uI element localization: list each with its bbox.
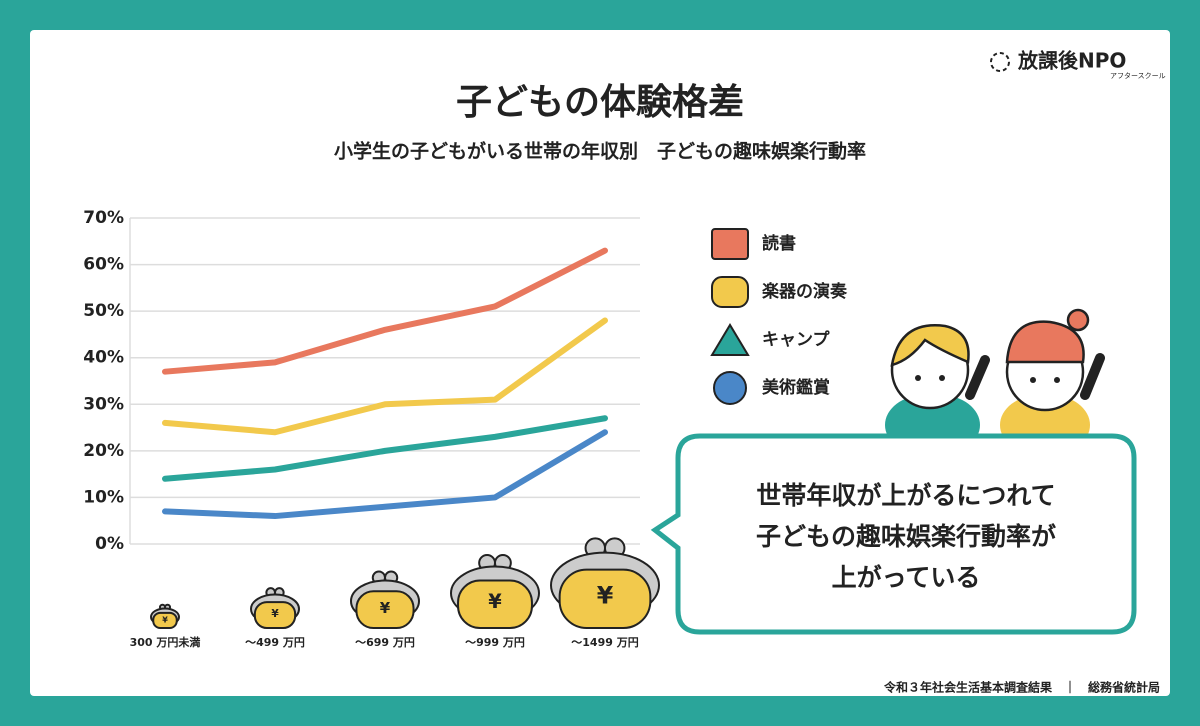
purse-symbol: ¥ (597, 581, 614, 609)
annotation: 子どもの趣味娯楽行動率が (756, 522, 1056, 551)
legend-swatch (710, 323, 750, 356)
y-tick-label: 40% (83, 348, 124, 368)
legend-swatch (711, 276, 749, 308)
purse-symbol: ¥ (380, 599, 391, 617)
line (162, 317, 608, 436)
y-tick-label: 20% (83, 441, 124, 461)
purse-body (558, 568, 652, 629)
legend-label: 読書 (762, 233, 796, 254)
y-tick-label: 50% (83, 301, 124, 321)
y-tick-label: 30% (83, 394, 124, 414)
y-tick-label: 10% (83, 487, 124, 507)
x-tick-label: 〜499 万円 (245, 636, 305, 649)
speech-bubble (650, 433, 1137, 635)
purse-body (457, 579, 533, 629)
legend-swatch (711, 228, 749, 260)
y-tick-label: 60% (83, 255, 124, 275)
y-tick-label: 0% (95, 534, 124, 554)
logo-icon (990, 52, 1010, 72)
x-tick-label: 〜699 万円 (355, 636, 415, 649)
x-tick-label: 〜999 万円 (465, 636, 525, 649)
purse-body (253, 601, 297, 630)
line (162, 429, 608, 520)
legend-label: キャンプ (762, 329, 830, 350)
x-tick-label: 300 万円未満 (130, 635, 201, 649)
chart-title: 子どもの体験格差 (456, 82, 744, 123)
purse-symbol: ¥ (271, 608, 279, 620)
annotation: 上がっている (832, 563, 981, 592)
legend-swatch (713, 371, 747, 405)
x-tick-label: 〜1499 万円 (571, 636, 638, 649)
source: 令和３年社会生活基本調査結果 ｜ 総務省統計局 (883, 680, 1160, 695)
chart-subtitle: 小学生の子どもがいる世帯の年収別 子どもの趣味娯楽行動率 (334, 140, 866, 163)
annotation: 世帯年収が上がるにつれて (756, 481, 1055, 510)
legend-label: 楽器の演奏 (762, 281, 848, 302)
legend-label: 美術鑑賞 (762, 377, 830, 398)
purse-symbol: ¥ (488, 590, 502, 613)
y-tick-label: 70% (83, 208, 124, 228)
purse-body (152, 611, 178, 630)
purse-symbol: ¥ (162, 615, 168, 624)
logo-tagline: アフタースクール (1110, 71, 1166, 80)
line (162, 415, 608, 482)
purse-body (355, 590, 415, 630)
line (162, 247, 608, 375)
logo: 放課後NPO (1017, 49, 1126, 73)
